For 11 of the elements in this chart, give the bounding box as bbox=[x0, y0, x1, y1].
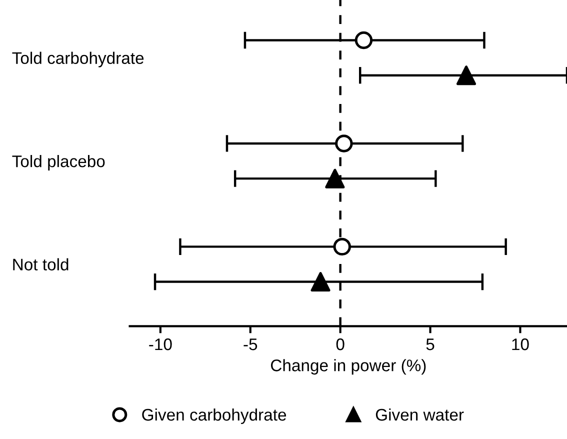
y-tick-label: Not told bbox=[13, 258, 68, 270]
x-axis-title: Change in power (%) bbox=[270, 359, 426, 375]
x-tick-label: 5 bbox=[426, 338, 434, 350]
legend-label: Given water bbox=[376, 408, 464, 421]
x-tick-label: -5 bbox=[244, 338, 258, 350]
y-tick-label: Told placebo bbox=[12, 154, 105, 171]
x-tick-label: 0 bbox=[336, 338, 344, 350]
legend-label: Given carbohydrate bbox=[142, 408, 286, 424]
x-tick-label: -10 bbox=[149, 338, 172, 350]
x-tick-label: 10 bbox=[512, 338, 529, 350]
y-tick-label: Told carbohydrate bbox=[12, 52, 144, 68]
